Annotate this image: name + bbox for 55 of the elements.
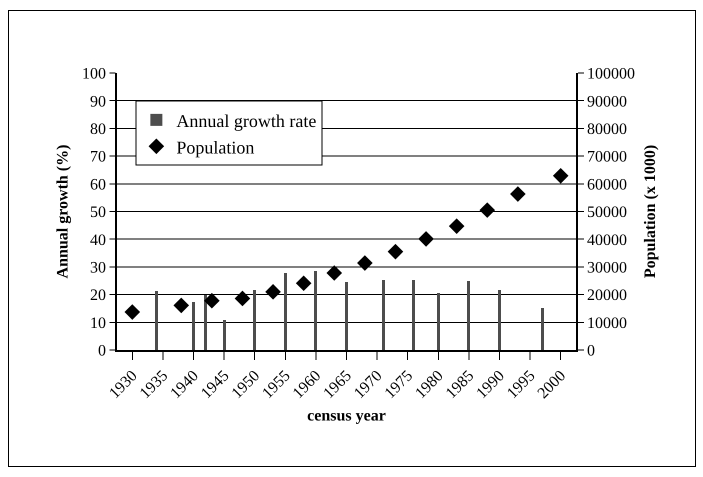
bar [314,271,317,350]
y-tick-label: 10 [90,314,106,332]
point [510,186,526,202]
bar [284,273,287,350]
point [296,275,312,292]
y2-tick-label: 20000 [586,287,627,304]
point [448,218,464,234]
y2-tick-label: 0 [586,342,595,360]
y2-tick-label: 30000 [586,260,627,276]
bar [204,295,207,350]
bar [382,280,385,350]
y-axis-title: Annual growth (%) [54,144,72,278]
point [326,265,342,281]
bar [192,302,195,350]
point [357,255,373,271]
bar [253,290,256,350]
y-tick-label: 40 [90,232,106,249]
x-axis-title: census year [307,407,386,424]
bar [498,290,501,350]
point [234,290,250,306]
bar [412,280,415,350]
point [418,231,434,247]
y2-axis-title: Population (x 1000) [642,144,660,278]
y2-tick-label: 70000 [586,148,627,166]
bar [467,281,470,350]
y-tick-label: 50 [90,204,106,222]
legend-label: Population [176,137,254,158]
point [388,244,404,260]
point [479,202,496,218]
y-tick-label: 70 [90,148,106,166]
y2-tick-label: 80000 [586,121,627,138]
bar [223,320,226,350]
y-tick-label: 30 [90,260,106,276]
bar [541,308,544,350]
y2-tick-label: 60000 [586,176,627,194]
bar [155,291,158,350]
y-tick-label: 90 [90,93,106,110]
bar [437,293,440,350]
point [265,284,281,300]
y-tick-label: 20 [90,287,106,304]
y-tick-label: 0 [98,342,106,360]
y2-tick-label: 50000 [586,204,627,222]
y-tick-label: 80 [90,121,106,138]
y2-tick-label: 100000 [586,66,635,83]
point [204,292,220,308]
y-tick-label: 100 [82,66,106,83]
y2-tick-label: 90000 [586,93,627,110]
y2-tick-label: 40000 [586,232,627,249]
y-tick-label: 60 [90,176,106,194]
bar [345,282,348,350]
point [173,298,190,314]
y2-tick-label: 10000 [586,314,627,332]
legend-label: Annual growth rate [176,110,316,131]
point [552,168,568,184]
point [124,304,140,320]
